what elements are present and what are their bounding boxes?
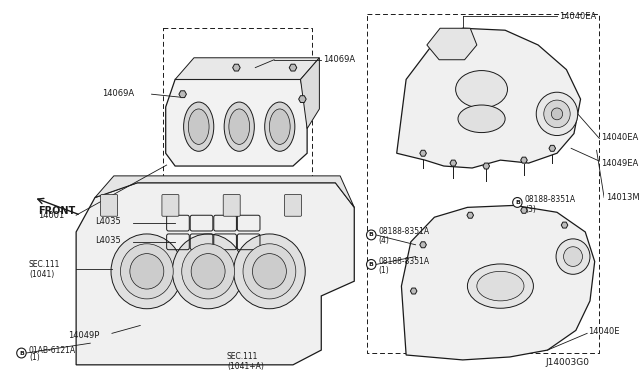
Polygon shape: [467, 212, 474, 218]
Polygon shape: [521, 157, 527, 163]
Text: SEC.111: SEC.111: [29, 260, 60, 269]
Text: (1): (1): [29, 353, 40, 362]
Circle shape: [556, 239, 590, 274]
Polygon shape: [397, 28, 580, 168]
Circle shape: [243, 244, 296, 299]
Ellipse shape: [467, 264, 533, 308]
Text: 14040EA: 14040EA: [559, 12, 596, 21]
Polygon shape: [76, 183, 355, 365]
Text: B: B: [515, 200, 520, 205]
Circle shape: [564, 247, 582, 266]
Ellipse shape: [224, 102, 254, 151]
FancyBboxPatch shape: [162, 195, 179, 216]
Ellipse shape: [265, 102, 295, 151]
Circle shape: [182, 244, 234, 299]
Text: (3): (3): [525, 205, 536, 214]
Text: 14040EA: 14040EA: [602, 133, 639, 142]
Polygon shape: [483, 163, 490, 169]
Text: 01AB-6121A: 01AB-6121A: [29, 346, 76, 355]
Text: FRONT: FRONT: [38, 206, 76, 216]
Text: B: B: [369, 262, 374, 267]
Polygon shape: [175, 58, 319, 80]
Ellipse shape: [188, 109, 209, 144]
Text: 14049EA: 14049EA: [602, 158, 639, 167]
Polygon shape: [450, 160, 456, 166]
FancyBboxPatch shape: [100, 195, 118, 216]
Text: (4): (4): [379, 236, 390, 245]
Circle shape: [367, 260, 376, 269]
Text: B: B: [369, 232, 374, 237]
Polygon shape: [420, 150, 426, 156]
Text: L4035: L4035: [95, 217, 121, 226]
FancyBboxPatch shape: [285, 195, 301, 216]
Text: 14069A: 14069A: [102, 89, 134, 98]
Text: J14003G0: J14003G0: [546, 358, 589, 368]
Polygon shape: [521, 207, 527, 213]
Text: SEC.111: SEC.111: [227, 352, 259, 362]
Circle shape: [191, 254, 225, 289]
Polygon shape: [549, 145, 556, 151]
Circle shape: [172, 234, 244, 309]
Circle shape: [111, 234, 182, 309]
Text: 14040E: 14040E: [588, 327, 620, 336]
Polygon shape: [427, 28, 477, 60]
Text: 08188-8351A: 08188-8351A: [525, 195, 576, 204]
FancyBboxPatch shape: [223, 195, 240, 216]
Polygon shape: [179, 91, 186, 97]
Polygon shape: [233, 64, 240, 71]
Polygon shape: [299, 96, 306, 103]
Circle shape: [234, 234, 305, 309]
Polygon shape: [420, 242, 426, 248]
Ellipse shape: [456, 71, 508, 108]
Circle shape: [544, 100, 570, 128]
Circle shape: [513, 198, 522, 207]
Circle shape: [536, 92, 578, 135]
Text: (1041): (1041): [29, 270, 54, 279]
Text: B: B: [19, 350, 24, 356]
Ellipse shape: [458, 105, 505, 132]
Text: 08188-8351A: 08188-8351A: [379, 227, 430, 237]
Text: 14049P: 14049P: [68, 331, 100, 340]
Circle shape: [130, 254, 164, 289]
Circle shape: [252, 254, 286, 289]
Circle shape: [120, 244, 173, 299]
Polygon shape: [301, 58, 319, 129]
Polygon shape: [410, 288, 417, 294]
Polygon shape: [401, 205, 595, 360]
Polygon shape: [561, 222, 568, 228]
Polygon shape: [166, 80, 307, 166]
Text: (1): (1): [379, 266, 390, 275]
Circle shape: [367, 230, 376, 240]
Text: L4035: L4035: [95, 236, 121, 245]
Ellipse shape: [184, 102, 214, 151]
Text: (1041+A): (1041+A): [227, 362, 264, 371]
Ellipse shape: [269, 109, 290, 144]
Text: 14013M: 14013M: [606, 193, 639, 202]
Text: 14001: 14001: [38, 211, 65, 220]
Ellipse shape: [477, 271, 524, 301]
Text: 14069A: 14069A: [323, 55, 355, 64]
Text: 08188-8351A: 08188-8351A: [379, 257, 430, 266]
Circle shape: [17, 348, 26, 358]
Circle shape: [551, 108, 563, 120]
Polygon shape: [95, 176, 355, 207]
Ellipse shape: [229, 109, 250, 144]
Polygon shape: [289, 64, 297, 71]
